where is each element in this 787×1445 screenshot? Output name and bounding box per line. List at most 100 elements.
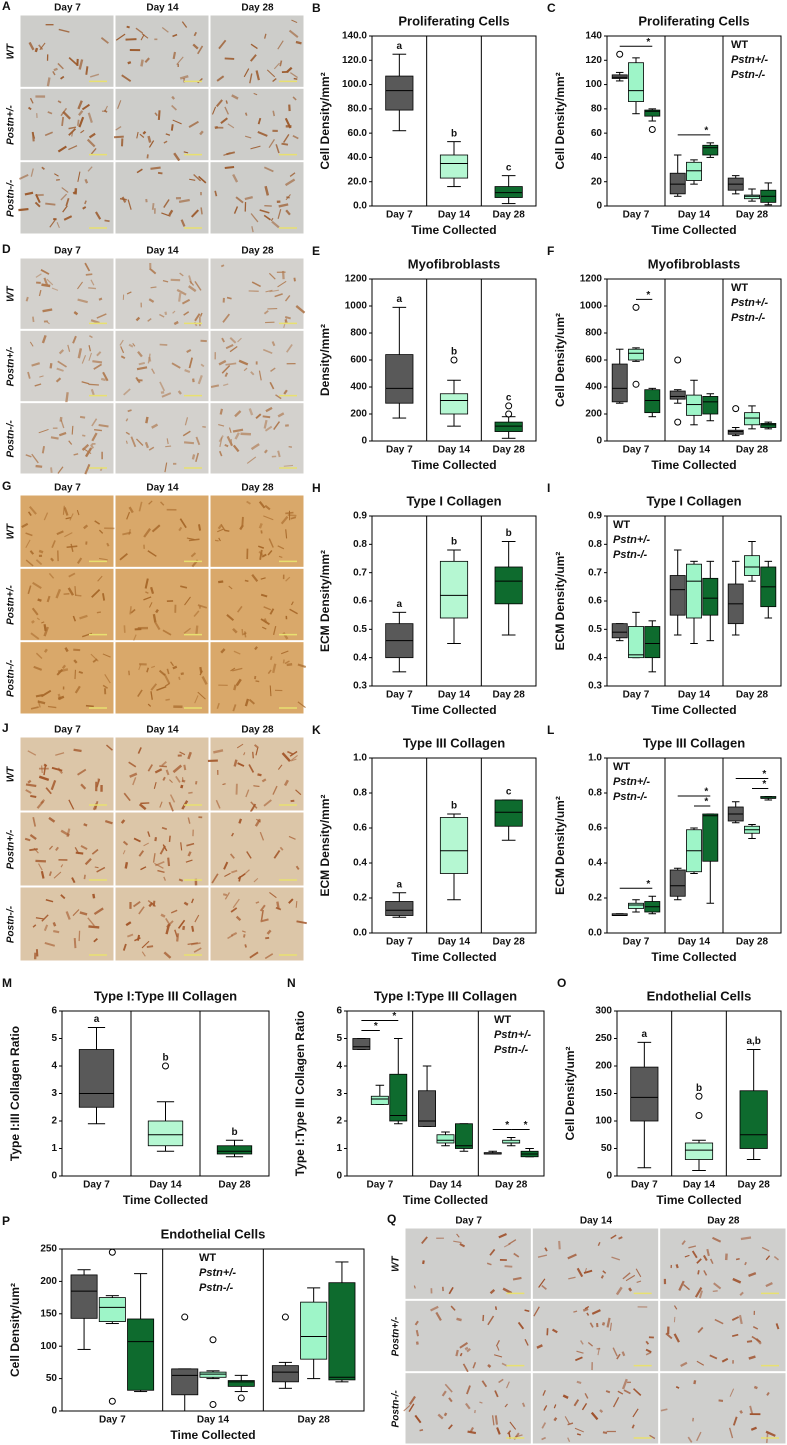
stained-cell xyxy=(138,501,143,512)
stained-cell xyxy=(98,557,108,561)
stained-cell xyxy=(553,1404,557,1409)
box xyxy=(385,75,414,111)
stained-cell xyxy=(195,625,199,635)
stained-cell xyxy=(574,1427,584,1433)
box xyxy=(727,429,744,435)
stained-cell xyxy=(77,768,87,776)
stained-cell xyxy=(105,744,113,751)
stained-cell xyxy=(151,524,161,533)
stained-cell xyxy=(251,574,259,582)
stained-cell xyxy=(55,846,59,852)
stained-cell xyxy=(609,1322,613,1331)
stained-cell xyxy=(260,918,269,923)
stained-cell xyxy=(147,550,157,557)
stained-cell xyxy=(537,1254,548,1258)
stained-cell xyxy=(179,272,184,277)
stained-cell xyxy=(280,515,289,525)
stained-cell xyxy=(269,289,279,293)
stained-cell xyxy=(728,1427,734,1439)
x-tick-label: Day 28 xyxy=(736,210,769,221)
stained-cell xyxy=(178,676,181,681)
column-label: Day 28 xyxy=(241,246,274,257)
y-axis-label: Cell Density/um² xyxy=(563,1046,577,1140)
y-tick-label: 1 xyxy=(336,1143,342,1154)
stained-cell xyxy=(70,543,74,552)
stained-cell xyxy=(139,133,145,138)
panel-letter: K xyxy=(312,723,321,737)
stained-cell xyxy=(58,28,70,33)
stained-cell xyxy=(222,313,231,323)
column-label: Day 28 xyxy=(241,483,274,494)
stained-cell xyxy=(268,272,276,280)
stained-cell xyxy=(178,292,182,302)
micrograph-tile xyxy=(404,1227,532,1300)
stained-cell xyxy=(753,1385,758,1390)
stained-cell xyxy=(93,363,103,370)
stained-cell xyxy=(35,559,43,566)
stained-cell xyxy=(181,779,186,783)
y-axis-label: Type I:III Collagen Ratio xyxy=(8,1026,22,1161)
stained-cell xyxy=(223,152,231,156)
stained-cell xyxy=(228,427,232,434)
stained-cell xyxy=(243,367,248,372)
stained-cell xyxy=(243,68,250,78)
micrograph-tile xyxy=(19,641,115,715)
stained-cell xyxy=(288,29,299,38)
stained-cell xyxy=(83,874,86,880)
y-tick-label: 200 xyxy=(350,409,367,420)
stained-cell xyxy=(161,392,172,398)
y-axis-label: Cell Density/um² xyxy=(8,1283,22,1377)
stained-cell xyxy=(272,663,277,674)
stained-cell xyxy=(77,348,83,359)
box xyxy=(644,626,661,659)
column-label: Day 14 xyxy=(146,246,179,257)
stained-cell xyxy=(165,445,172,448)
stained-cell xyxy=(645,1351,652,1356)
stained-cell xyxy=(34,47,39,53)
stained-cell xyxy=(263,310,269,315)
box xyxy=(669,575,686,616)
y-axis-label: ECM Density/mm² xyxy=(318,794,332,896)
box xyxy=(630,1066,659,1122)
stained-cell xyxy=(183,764,187,771)
significance-label: * xyxy=(646,37,650,48)
stained-cell xyxy=(271,341,276,347)
stained-cell xyxy=(150,691,153,700)
panel-letter: A xyxy=(2,0,11,13)
box xyxy=(439,560,469,619)
chart-title: Type I:Type III Collagen xyxy=(94,988,237,1003)
outlier xyxy=(108,1248,116,1256)
stained-cell xyxy=(290,601,294,606)
x-tick-label: Day 14 xyxy=(438,445,471,456)
stained-cell xyxy=(169,779,173,784)
stained-cell xyxy=(81,103,90,111)
stained-cell xyxy=(138,803,147,811)
box xyxy=(418,1090,436,1127)
stained-cell xyxy=(675,1385,680,1389)
stained-cell xyxy=(201,675,208,685)
stained-cell xyxy=(73,938,77,949)
stained-cell xyxy=(128,506,134,514)
stained-cell xyxy=(96,313,107,319)
stained-cell xyxy=(180,842,183,851)
stained-cell xyxy=(251,226,254,233)
stained-cell xyxy=(55,377,62,383)
stained-cell xyxy=(263,214,271,221)
stained-cell xyxy=(159,381,166,392)
stained-cell xyxy=(29,341,34,347)
stained-cell xyxy=(262,415,271,419)
stained-cell xyxy=(255,70,260,81)
stained-cell xyxy=(233,650,241,655)
stained-cell xyxy=(232,704,237,712)
stained-cell xyxy=(739,1410,743,1414)
box xyxy=(494,799,523,827)
panel-letter: I xyxy=(547,481,550,495)
box xyxy=(494,186,523,198)
y-tick-label: 0.5 xyxy=(588,624,602,635)
stained-cell xyxy=(84,200,87,205)
stained-cell xyxy=(48,816,56,823)
stained-cell xyxy=(183,151,189,154)
box xyxy=(271,1365,299,1383)
stained-cell xyxy=(750,1426,757,1431)
stained-cell xyxy=(706,1248,710,1257)
